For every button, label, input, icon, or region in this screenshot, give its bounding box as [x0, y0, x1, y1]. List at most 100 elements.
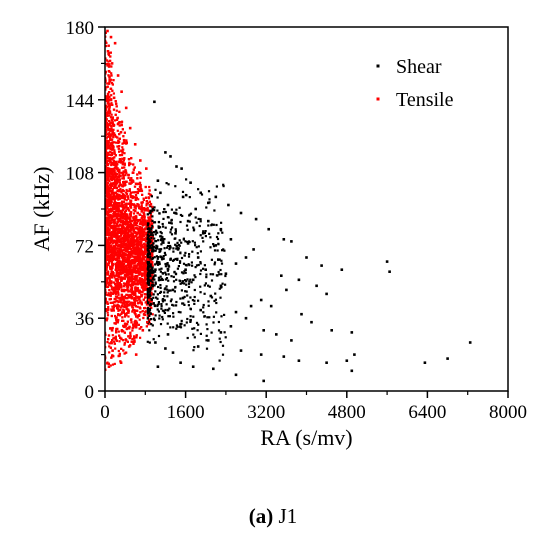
shear-point [249, 304, 253, 308]
shear-point [174, 211, 177, 215]
shear-point [234, 262, 238, 265]
tensile-point [107, 365, 111, 368]
shear-point [209, 294, 213, 298]
shear-point [267, 227, 270, 231]
shear-point [423, 361, 427, 364]
shear-point [239, 349, 243, 352]
tensile-point [144, 227, 147, 231]
tensile-point [127, 264, 131, 267]
tensile-point [111, 157, 115, 160]
shear-point [305, 256, 308, 259]
shear-point [186, 242, 190, 245]
y-tick-label: 108 [66, 164, 95, 185]
shear-point [191, 365, 195, 368]
shear-point [161, 298, 165, 302]
tensile-series [105, 29, 152, 368]
shear-point [175, 165, 178, 168]
tensile-point [111, 130, 114, 134]
tensile-point [139, 256, 142, 259]
legend-marker [376, 97, 380, 101]
shear-point [227, 203, 230, 207]
shear-point [315, 284, 318, 288]
shear-point [290, 339, 293, 342]
shear-point [219, 227, 223, 231]
shear-point [201, 232, 205, 235]
shear-point [353, 353, 356, 356]
tensile-point [123, 183, 127, 186]
tensile-point [136, 211, 139, 215]
tensile-point [116, 74, 120, 77]
shear-point [262, 329, 265, 332]
shear-point [229, 238, 233, 241]
tensile-point [107, 82, 111, 85]
tensile-point [111, 349, 114, 352]
x-tick-label: 4800 [328, 402, 366, 423]
shear-point [345, 359, 349, 362]
y-axis-label: AF (kHz) [29, 167, 54, 252]
tensile-point [147, 258, 150, 261]
tensile-point [124, 106, 128, 110]
shear-point [259, 298, 263, 302]
legend-item-shear: Shear [376, 56, 442, 78]
shear-point [468, 341, 472, 344]
shear-point [310, 320, 313, 324]
tensile-point [134, 353, 138, 356]
tensile-point [106, 272, 110, 275]
shear-point [446, 357, 449, 360]
shear-point [350, 331, 354, 334]
shear-point [161, 238, 165, 241]
tensile-point [149, 203, 152, 207]
plot-area [105, 29, 472, 383]
y-tick-label: 36 [75, 309, 94, 330]
shear-point [164, 347, 167, 350]
tensile-point [110, 62, 114, 65]
shear-point [171, 351, 175, 354]
shear-point [199, 191, 202, 195]
shear-point [224, 272, 228, 275]
shear-point [229, 325, 233, 328]
shear-point [385, 260, 389, 263]
x-tick-label: 0 [100, 402, 110, 423]
shear-point [149, 227, 152, 231]
tensile-point [122, 268, 126, 271]
legend-label: Shear [396, 56, 442, 78]
shear-point [176, 248, 180, 251]
shear-point [184, 268, 187, 271]
tensile-point [131, 171, 135, 174]
shear-point [282, 355, 286, 358]
shear-point [219, 284, 223, 288]
shear-point [154, 268, 157, 271]
shear-point [350, 369, 354, 373]
shear-point [171, 288, 175, 292]
tensile-point [133, 292, 137, 296]
tensile-point [116, 116, 119, 120]
shear-point [164, 151, 167, 154]
tensile-point [124, 339, 128, 342]
x-tick-label: 8000 [489, 402, 527, 423]
shear-point [269, 304, 273, 308]
shear-point [189, 318, 192, 322]
shear-point [181, 296, 185, 300]
tensile-point [133, 143, 137, 146]
tensile-point [122, 138, 126, 142]
tensile-point [109, 177, 113, 180]
shear-point [234, 373, 238, 377]
shear-point [254, 217, 258, 221]
shear-point [262, 379, 265, 383]
tensile-point [145, 284, 148, 288]
shear-point [330, 329, 333, 332]
shear-point [340, 268, 344, 271]
shear-point [297, 359, 301, 362]
shear-point [159, 191, 162, 195]
shear-point [290, 240, 293, 243]
tensile-point [128, 126, 132, 130]
shear-point [217, 258, 220, 261]
shear-point [388, 270, 391, 273]
shear-point [151, 248, 155, 251]
tensile-point [130, 219, 134, 223]
tensile-point [113, 288, 117, 292]
tensile-point [115, 203, 119, 207]
shear-point [174, 232, 177, 235]
tensile-point [145, 167, 148, 170]
shear-point [169, 258, 172, 261]
